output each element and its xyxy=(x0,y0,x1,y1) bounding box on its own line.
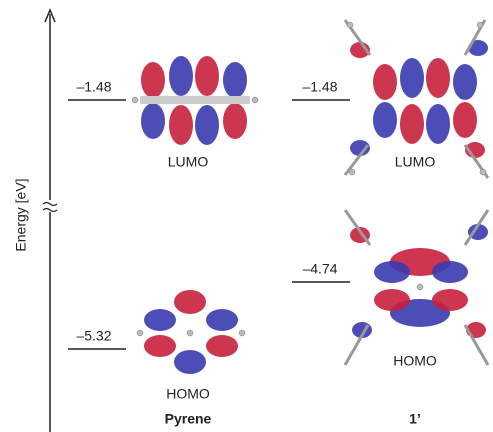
axis-label: Energy [eV] xyxy=(13,178,29,251)
energy-value: –5.32 xyxy=(76,328,111,344)
orbital-image xyxy=(132,56,258,145)
diagram: Energy [eV] –1.48 –5.32 LUMO HOMO Pyrene… xyxy=(0,0,493,432)
orbital-label: LUMO xyxy=(168,154,209,170)
energy-value: –1.48 xyxy=(76,79,111,95)
orbital-image xyxy=(345,210,488,365)
orbital-label: LUMO xyxy=(395,154,436,170)
orbital-label: HOMO xyxy=(393,353,437,369)
orbital-label: HOMO xyxy=(166,386,210,402)
energy-value: –1.48 xyxy=(302,79,337,95)
molecule-name: 1’ xyxy=(409,411,421,427)
energy-value: –4.74 xyxy=(302,261,337,277)
molecule-name: Pyrene xyxy=(165,411,212,427)
orbital-image xyxy=(137,290,245,374)
